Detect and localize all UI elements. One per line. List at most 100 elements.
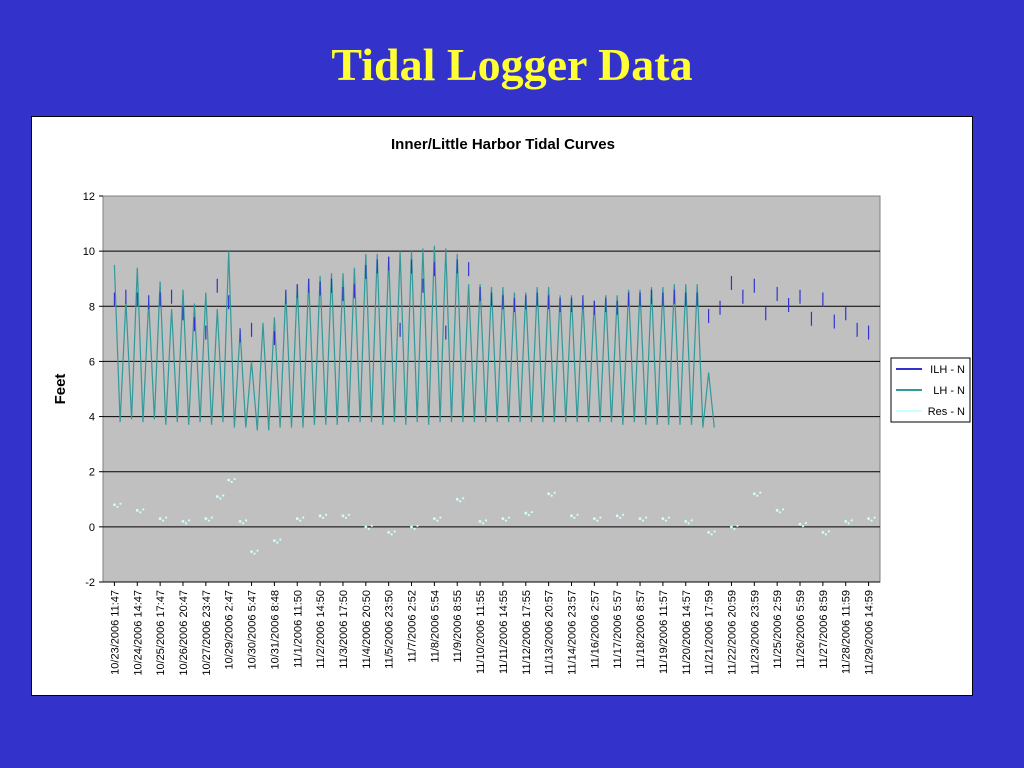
- series-point-res-n: [667, 516, 670, 519]
- series-point-res-n: [242, 522, 245, 525]
- series-point-res-n: [245, 519, 248, 522]
- series-point-res-n: [347, 513, 351, 516]
- x-tick-label: 10/30/2006 5:47: [247, 590, 259, 670]
- series-point-res-n: [219, 497, 222, 500]
- x-tick-label: 11/20/2006 14:57: [681, 590, 693, 675]
- x-tick-label: 11/19/2006 11:57: [658, 590, 670, 674]
- series-point-res-n: [250, 550, 253, 554]
- series-point-res-n: [322, 516, 325, 519]
- chart-frame: Inner/Little Harbor Tidal Curves -2 0 2 4 6 8…: [31, 116, 973, 696]
- x-tick-label: 11/14/2006 23:57: [566, 590, 578, 675]
- series-point-res-n: [299, 519, 302, 522]
- x-axis-ticks: 10/23/2006 11:47 10/24/2006 14:47 10/25/20…: [103, 581, 880, 676]
- legend-label: LH - N: [933, 385, 965, 397]
- y-tick-label: -2: [85, 577, 95, 589]
- series-point-res-n: [318, 514, 322, 518]
- series-point-res-n: [596, 519, 599, 522]
- legend-label: ILH - N: [930, 364, 965, 376]
- x-tick-label: 10/25/2006 17:47: [155, 590, 167, 676]
- x-tick-label: 10/23/2006 11:47: [109, 590, 121, 675]
- plot-area: [102, 195, 881, 583]
- series-point-res-n: [416, 524, 419, 527]
- series-point-res-n: [367, 527, 370, 530]
- series-point-res-n: [524, 511, 528, 515]
- x-tick-label: 11/8/2006 5:54: [429, 590, 441, 663]
- series-point-res-n: [439, 516, 442, 519]
- series-point-res-n: [233, 477, 236, 481]
- series-point-res-n: [847, 522, 850, 525]
- series-point-res-n: [344, 516, 348, 519]
- series-point-res-n: [713, 530, 716, 533]
- series-point-res-n: [736, 524, 739, 527]
- x-tick-label: 11/1/2006 11:50: [292, 590, 304, 668]
- x-tick-label: 11/26/2006 5:59: [795, 590, 807, 669]
- x-tick-label: 11/3/2006 17:50: [338, 590, 350, 669]
- series-point-res-n: [530, 510, 533, 514]
- series-point-res-n: [484, 519, 488, 522]
- series-point-res-n: [481, 522, 485, 525]
- series-point-res-n: [553, 491, 556, 494]
- series-point-res-n: [873, 516, 876, 519]
- series-point-res-n: [410, 525, 413, 529]
- series-point-res-n: [599, 516, 602, 519]
- x-tick-label: 11/17/2006 5:57: [612, 590, 624, 669]
- x-tick-label: 10/27/2006 23:47: [201, 590, 213, 676]
- series-point-res-n: [527, 513, 530, 517]
- series-point-res-n: [844, 519, 848, 523]
- series-point-res-n: [393, 530, 396, 533]
- x-tick-label: 11/23/2006 23:59: [749, 590, 761, 675]
- y-axis-title: Feet: [52, 374, 69, 405]
- series-point-res-n: [827, 530, 830, 533]
- series-point-res-n: [644, 516, 648, 519]
- series-point-res-n: [798, 522, 802, 526]
- series-point-res-n: [664, 519, 667, 522]
- series-point-res-n: [272, 539, 276, 543]
- series-point-res-n: [759, 491, 762, 494]
- slide-title: Tidal Logger Data: [331, 39, 693, 90]
- y-tick-label: 0: [89, 522, 95, 534]
- series-point-res-n: [276, 541, 279, 544]
- series-point-res-n: [707, 530, 711, 534]
- x-tick-label: 11/2/2006 14:50: [315, 590, 327, 669]
- series-point-res-n: [165, 516, 168, 519]
- series-point-res-n: [135, 508, 139, 512]
- series-point-res-n: [687, 522, 690, 525]
- legend: ILH - N LH - N Res - N: [890, 357, 971, 423]
- series-point-res-n: [507, 516, 511, 519]
- series-point-res-n: [413, 527, 416, 530]
- series-point-res-n: [824, 533, 827, 536]
- series-point-res-n: [622, 513, 625, 516]
- series-point-res-n: [162, 519, 165, 522]
- y-tick-label: 12: [83, 191, 95, 203]
- series-point-res-n: [116, 505, 119, 508]
- series-point-res-n: [230, 480, 233, 484]
- series-point-res-n: [210, 516, 213, 519]
- x-tick-label: 11/29/2006 14:59: [864, 590, 876, 675]
- x-tick-label: 10/29/2006 2:47: [224, 590, 236, 670]
- series-point-res-n: [756, 494, 759, 497]
- series-point-res-n: [638, 517, 642, 520]
- series-point-res-n: [661, 517, 665, 520]
- y-tick-label: 4: [89, 412, 95, 424]
- series-point-res-n: [222, 494, 225, 497]
- series-point-res-n: [619, 516, 622, 519]
- series-point-res-n: [641, 519, 645, 522]
- series-point-res-n: [279, 538, 282, 541]
- series-point-res-n: [207, 519, 210, 522]
- series-group: [113, 245, 876, 555]
- series-point-res-n: [187, 519, 191, 522]
- series-point-res-n: [547, 492, 551, 496]
- series-point-res-n: [113, 503, 116, 507]
- y-tick-label: 6: [89, 356, 95, 368]
- series-point-res-n: [821, 530, 825, 534]
- series-point-res-n: [142, 508, 145, 511]
- x-tick-label: 11/18/2006 8:57: [635, 590, 647, 669]
- x-tick-label: 11/11/2006 14:55: [498, 590, 510, 674]
- series-point-res-n: [256, 549, 259, 552]
- series-point-res-n: [302, 516, 305, 519]
- series-point-res-n: [295, 517, 299, 520]
- series-point-res-n: [158, 517, 162, 520]
- series-point-res-n: [325, 513, 328, 516]
- series-point-res-n: [850, 519, 853, 522]
- series-point-res-n: [459, 500, 462, 503]
